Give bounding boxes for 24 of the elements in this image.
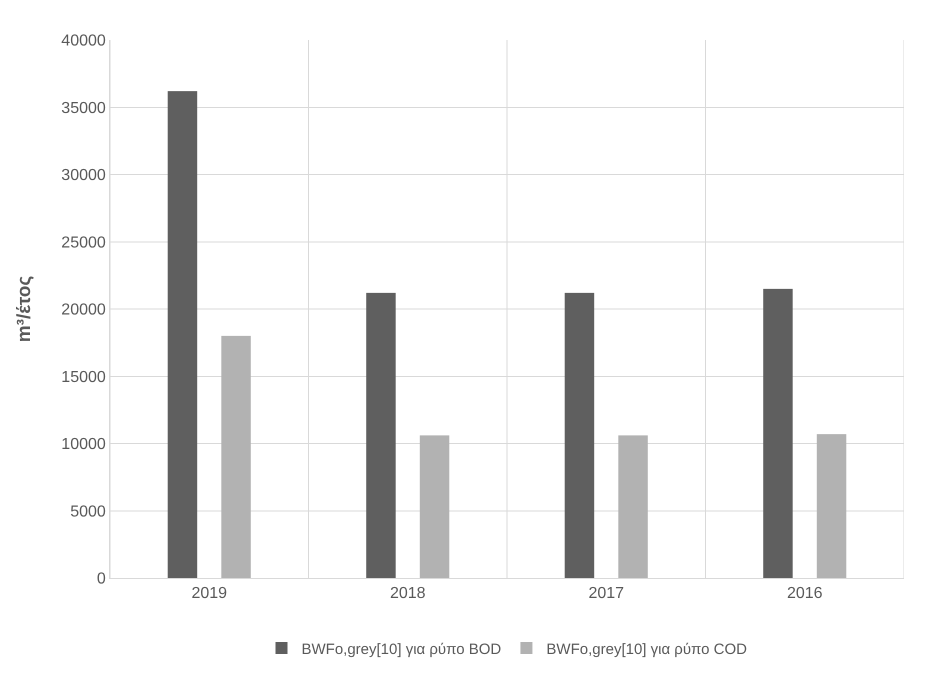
- bar: [816, 434, 846, 578]
- y-tick-label: 10000: [61, 436, 106, 454]
- legend-label: BWFo,grey[10] για ρύπο COD: [546, 640, 748, 658]
- y-tick-label: 35000: [61, 100, 106, 117]
- bar: [618, 435, 648, 578]
- y-tick-label: 25000: [61, 234, 106, 252]
- y-tick-label: 40000: [61, 32, 106, 50]
- x-tick-label: 2017: [588, 585, 624, 602]
- bar: [763, 288, 793, 578]
- y-tick-label: 0: [96, 570, 106, 588]
- x-tick-label: 2019: [191, 585, 228, 602]
- y-tick-label: 5000: [70, 503, 106, 520]
- x-tick-label: 2018: [390, 585, 426, 602]
- bar: [564, 292, 594, 578]
- bar: [221, 336, 251, 578]
- bar: [420, 435, 450, 578]
- y-axis-title: m³/έτος: [14, 276, 36, 342]
- x-tick-label: 2016: [786, 585, 823, 602]
- bar: [168, 91, 198, 578]
- y-tick-label: 20000: [61, 302, 106, 319]
- y-tick-label: 30000: [61, 167, 106, 184]
- bar: [366, 292, 396, 578]
- y-tick-label: 15000: [61, 368, 106, 386]
- legend-label: BWFo,grey[10] για ρύπο BOD: [302, 640, 502, 658]
